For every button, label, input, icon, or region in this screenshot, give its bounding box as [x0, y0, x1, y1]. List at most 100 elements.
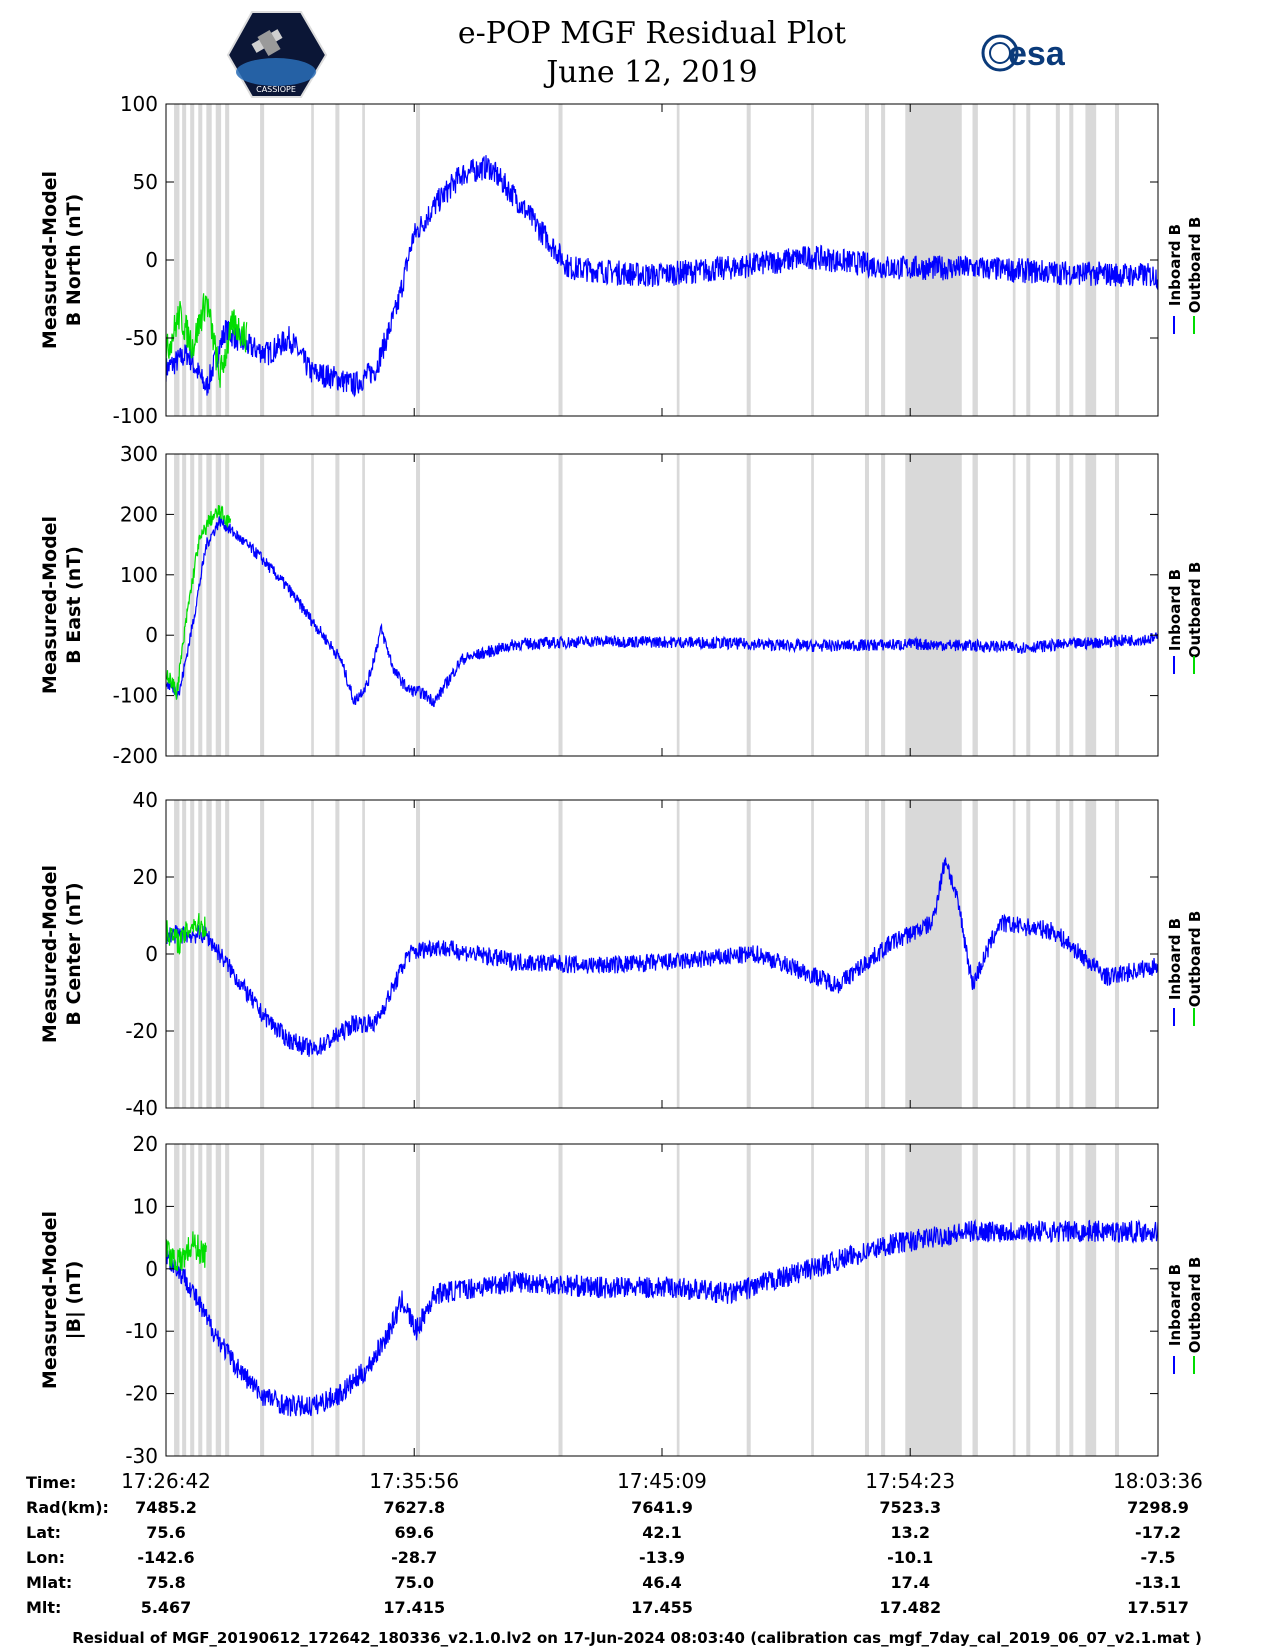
y-axis-label: Measured-Model — [39, 171, 61, 349]
data-gap-band — [190, 1144, 195, 1456]
y-tick-label: 20 — [133, 1132, 158, 1156]
data-gap-band — [260, 454, 265, 756]
table-cell: -17.2 — [1135, 1523, 1181, 1542]
data-gap-band — [881, 1144, 886, 1456]
x-tick-time-label: 17:26:42 — [121, 1469, 211, 1493]
table-cell: 7641.9 — [631, 1498, 693, 1517]
data-gap-band — [190, 104, 195, 416]
series-line-outboard — [166, 1231, 207, 1272]
data-gap-band — [1055, 800, 1060, 1108]
y-tick-label: 40 — [133, 788, 158, 812]
y-tick-label: 300 — [120, 442, 158, 466]
data-gap-band — [1069, 104, 1074, 416]
data-gap-band — [225, 104, 230, 416]
data-gap-band — [558, 800, 563, 1108]
legend-label-inboard: Inboard B — [1166, 569, 1184, 651]
series-line-outboard — [166, 293, 248, 388]
series-line-inboard — [166, 155, 1158, 398]
data-gap-band — [1026, 1144, 1031, 1456]
x-tick-time-label: 17:45:09 — [617, 1469, 707, 1493]
y-axis-label: B East (nT) — [63, 546, 85, 664]
y-axis-label: B Center (nT) — [63, 882, 85, 1025]
row-label-rad: Rad(km): — [26, 1498, 109, 1517]
data-gap-band — [558, 1144, 563, 1456]
data-gap-band — [416, 454, 421, 756]
axes-box — [165, 453, 1159, 757]
data-gap-band — [1012, 104, 1016, 416]
series-line-inboard — [166, 516, 1158, 708]
data-gap-band — [190, 800, 195, 1108]
table-cell: 75.6 — [146, 1523, 185, 1542]
table-cell: 5.467 — [141, 1598, 192, 1617]
data-gap-band — [182, 454, 187, 756]
x-tick-time-label: 17:35:56 — [369, 1469, 459, 1493]
data-gap-band — [811, 454, 814, 756]
data-gap-band — [362, 104, 365, 416]
data-gap-band — [558, 454, 563, 756]
data-gap-band — [972, 104, 978, 416]
series-line-outboard — [166, 505, 232, 700]
row-label-time: Time: — [26, 1473, 76, 1492]
data-gap-band — [182, 104, 187, 416]
y-axis-label: B North (nT) — [63, 194, 85, 327]
data-gap-band — [1114, 800, 1120, 1108]
esa-logo: esa — [981, 34, 1066, 73]
plot-title: e-POP MGF Residual Plot — [458, 16, 846, 51]
table-cell: 17.482 — [879, 1598, 941, 1617]
data-gap-band — [1069, 454, 1074, 756]
y-tick-label: 50 — [133, 170, 158, 194]
data-gap-band — [215, 454, 222, 756]
data-gap-band — [335, 800, 340, 1108]
data-gap-band — [190, 454, 195, 756]
data-gap-band — [225, 1144, 230, 1456]
data-gap-band — [972, 454, 978, 756]
y-tick-label: 0 — [145, 942, 158, 966]
legend-label-outboard: Outboard B — [1186, 1257, 1204, 1354]
table-cell: 17.4 — [890, 1573, 929, 1592]
data-gap-band — [206, 800, 212, 1108]
data-gap-band — [182, 1144, 187, 1456]
panel-2: -200 -100 0 100 200 300 Measured-Model B East (… — [39, 442, 1204, 768]
y-tick-label: 200 — [120, 502, 158, 526]
table-cell: -28.7 — [391, 1548, 437, 1567]
table-cell: 75.0 — [394, 1573, 433, 1592]
data-gap-band — [215, 104, 222, 416]
data-gap-band — [1012, 454, 1016, 756]
data-gap-band — [746, 1144, 751, 1456]
data-gap-band — [676, 454, 680, 756]
table-cell: 17.415 — [383, 1598, 445, 1617]
axes-box — [165, 1143, 1159, 1457]
data-gap-band — [1114, 454, 1120, 756]
series-line-inboard — [166, 857, 1158, 1057]
data-gap-band — [1114, 1144, 1120, 1456]
y-tick-label: 10 — [133, 1194, 158, 1218]
data-gap-band — [260, 104, 265, 416]
y-tick-label: -50 — [125, 326, 158, 350]
data-gap-band — [225, 800, 230, 1108]
data-gap-band — [198, 454, 203, 756]
row-label-lat: Lat: — [26, 1523, 61, 1542]
data-gap-band — [198, 104, 203, 416]
data-gap-band — [1114, 104, 1120, 416]
table-cell: 46.4 — [642, 1573, 681, 1592]
table-cell: 75.8 — [146, 1573, 185, 1592]
data-gap-band — [1069, 1144, 1074, 1456]
data-gap-band — [1055, 1144, 1060, 1456]
data-gap-band — [335, 1144, 340, 1456]
y-axis-label: Measured-Model — [39, 1211, 61, 1389]
data-gap-band — [311, 454, 314, 756]
panel-1: -100 -50 0 50 100 Measured-Model B North (nT) I… — [39, 92, 1204, 428]
y-tick-label: -100 — [113, 404, 158, 428]
mission-logo-text: CASSIOPE — [256, 85, 296, 94]
panel-3: -40 -20 0 20 40 Measured-Model B Center (nT) In… — [39, 788, 1204, 1120]
header: CASSIOPE e-POP MGF Residual Plot June 12… — [226, 11, 1066, 98]
y-axis-label: Measured-Model — [39, 516, 61, 694]
data-gap-band — [1085, 104, 1097, 416]
data-gap-band — [260, 800, 265, 1108]
data-gap-band — [206, 454, 212, 756]
data-gap-band — [174, 104, 180, 416]
data-gap-band — [676, 104, 680, 416]
legend-label-outboard: Outboard B — [1186, 217, 1204, 314]
